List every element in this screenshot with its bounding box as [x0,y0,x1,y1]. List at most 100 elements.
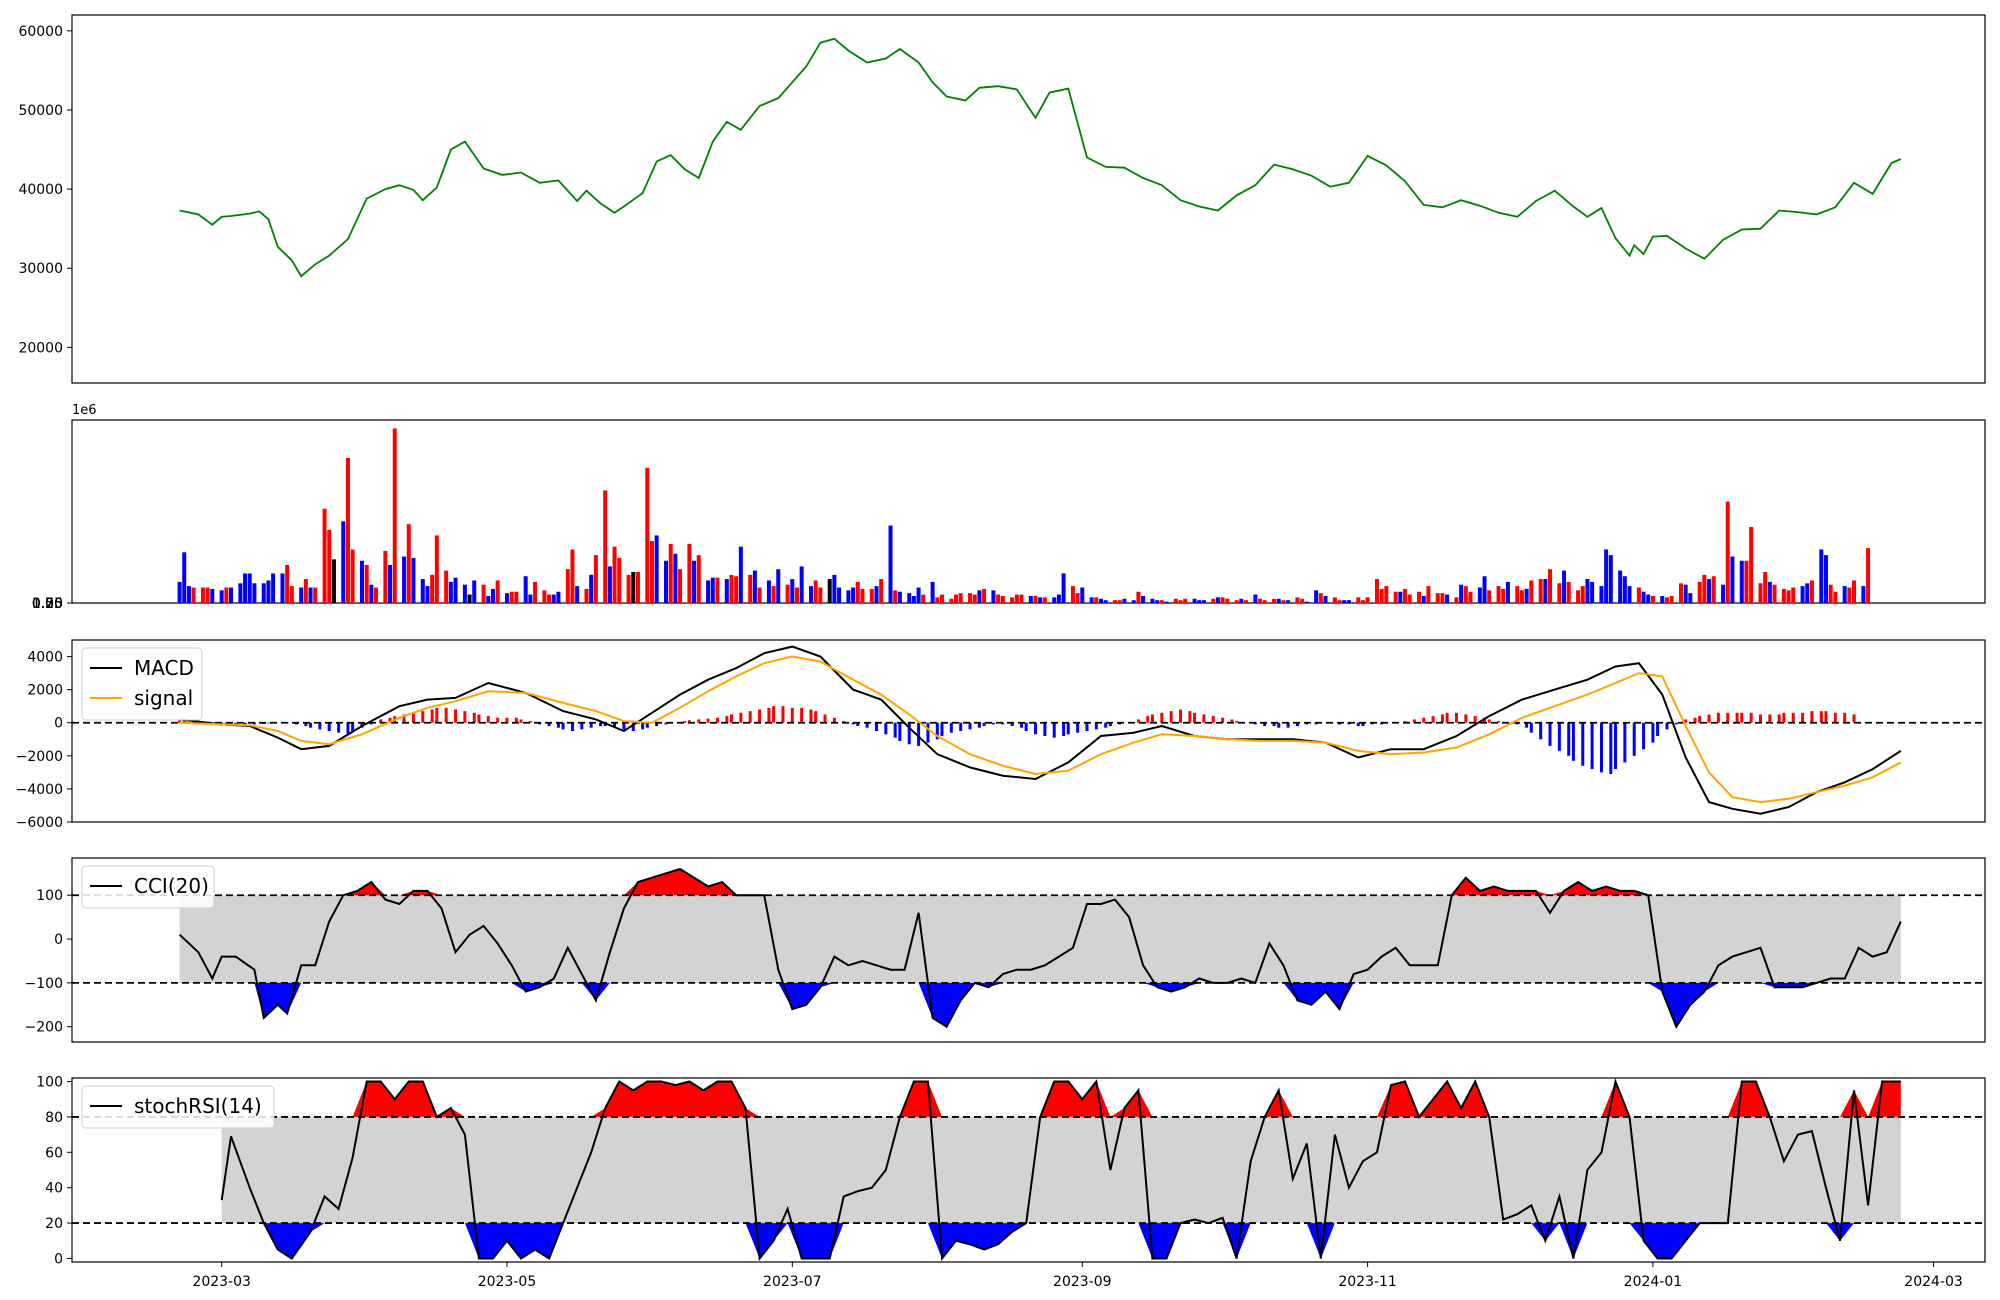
macd-histogram-bar [1062,722,1066,736]
volume-bar [1809,580,1814,603]
volume-bar [229,587,234,603]
volume-bar [757,587,762,603]
volume-bar [1000,595,1005,603]
macd-histogram-bar [486,716,490,723]
cci-line [178,867,1902,1029]
macd-histogram-bar [1440,714,1444,723]
macd-histogram-bar [1188,711,1192,723]
volume-bar [1332,597,1337,603]
macd-histogram-bar [1623,722,1627,763]
macd-histogram-bar [697,719,701,723]
volume-bar [607,566,612,603]
macd-histogram-bar [1356,722,1360,727]
volume-bar [911,595,916,603]
volume-bar [472,580,477,603]
macd-histogram-bar [1263,722,1267,727]
volume-bar [551,594,556,603]
volume-bar [724,579,729,603]
volume-bar [1342,600,1347,603]
volume-bar [1384,586,1389,603]
volume-bar [374,587,379,603]
macd-histogram-bar [781,706,785,723]
macd-histogram-bar [1810,711,1814,723]
volume-bar [533,581,538,603]
macd-histogram-bar [528,721,532,723]
volume-bar [1548,569,1553,603]
volume-bar [851,587,856,603]
stochrsi-band [221,1116,1901,1224]
macd-histogram-bar [402,714,406,723]
volume-bar [1580,586,1585,603]
volume-bar [1052,597,1057,603]
macd-histogram-bar [977,722,981,728]
volume-bar [916,587,921,603]
volume-bar [1061,573,1066,603]
volume-bar [490,588,495,603]
volume-bar [556,591,561,603]
volume-bar [1861,586,1866,603]
volume-bar [1281,600,1286,603]
macd-histogram-bar [603,722,607,727]
volume-bar [327,529,332,603]
macd-histogram-bar [505,717,509,723]
macd-histogram-bar [959,722,963,731]
volume-bar [495,580,500,603]
cci-legend-box [81,865,215,909]
volume-bar [968,593,973,603]
volume-bar [430,574,435,603]
macd-histogram-bar [444,707,448,723]
volume-bar [715,577,720,603]
macd-histogram-bar [1487,719,1491,723]
volume-bar [1323,595,1328,603]
macd-histogram-bar [790,707,794,723]
macd-histogram-bar [379,719,383,723]
cci-ytick-label: 0 [54,932,63,948]
volume-bar [935,597,940,603]
volume-bar [991,590,996,603]
macd-histogram-bar [1497,721,1501,723]
volume-bar [977,590,982,603]
volume-bar [1786,590,1791,603]
macd-histogram-bar [1221,717,1225,723]
volume-bar [734,576,739,603]
cci-oversold-fill [179,982,1901,1027]
volume-bar [247,573,252,603]
volume-bar [486,595,491,603]
volume-bar [1463,586,1468,603]
stochrsi-line [220,1077,1901,1262]
volume-bar [626,574,631,603]
volume-bar [1636,587,1641,603]
volume-bar [243,573,248,603]
volume-bar [748,574,753,603]
volume-bar [448,581,453,603]
macd-histogram-bar [182,720,186,723]
volume-bar [1403,588,1408,603]
volume-bar [308,587,313,603]
volume-bar [1417,591,1422,603]
macd-histogram-bar [547,722,551,727]
price-line [179,37,1902,278]
volume-bar [383,550,388,603]
volume-bar [790,579,795,603]
macd-histogram-bar [1801,712,1805,723]
volume-bar [799,566,804,603]
macd-histogram-bar [430,709,434,723]
volume-bar [921,594,926,603]
volume-bar [299,587,304,603]
macd-series-line-MACD [179,645,1902,815]
volume-bar [238,583,243,603]
macd-series-line-signal [179,655,1902,804]
macd-histogram-bar [949,722,953,733]
macd-histogram-bar [1651,722,1655,743]
volume-bar [388,564,393,603]
volume-bar [1487,590,1492,603]
volume-bar [280,573,285,603]
macd-histogram-bar [580,722,584,730]
macd-histogram-bar [454,709,458,723]
macd-histogram-bar [1791,712,1795,723]
stochrsi-oversold-fill [221,1223,1901,1259]
macd-histogram-bar [641,722,645,730]
macd-legend-box [81,647,203,721]
macd-histogram-bar [1548,722,1552,746]
volume-bar [897,591,902,603]
